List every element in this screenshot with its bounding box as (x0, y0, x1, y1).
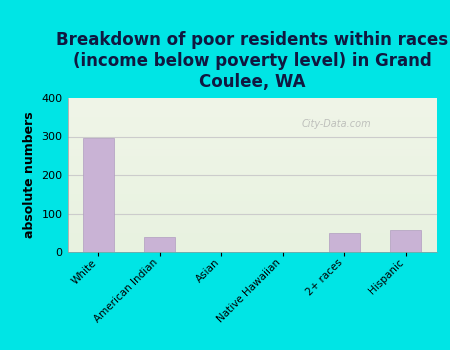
Text: City-Data.com: City-Data.com (302, 119, 372, 129)
Bar (83, 138, 113, 252)
Bar (391, 230, 421, 252)
Bar (329, 233, 360, 252)
Title: Breakdown of poor residents within races
(income below poverty level) in Grand
C: Breakdown of poor residents within races… (56, 31, 448, 91)
Bar (144, 237, 175, 252)
Y-axis label: absolute numbers: absolute numbers (23, 112, 36, 238)
